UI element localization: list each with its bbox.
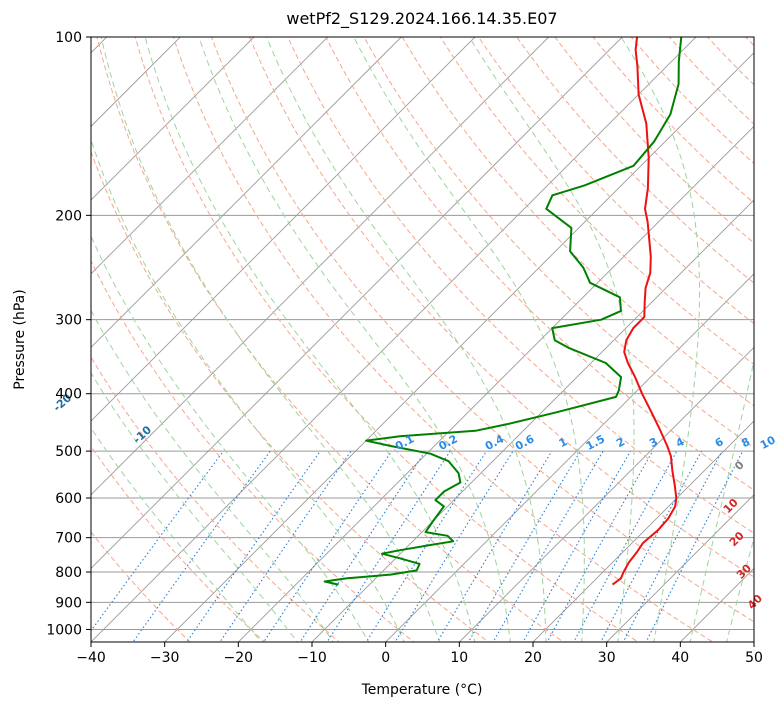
y-tick-label: 600	[55, 491, 82, 507]
x-tick-label: −10	[297, 650, 327, 666]
x-tick-label: 10	[450, 650, 468, 666]
x-tick-label: 40	[671, 650, 689, 666]
y-tick-label: 900	[55, 595, 82, 611]
x-tick-label: 20	[524, 650, 542, 666]
x-axis-label: Temperature (°C)	[361, 682, 483, 698]
x-tick-label: −30	[150, 650, 180, 666]
y-tick-label: 500	[55, 444, 82, 460]
y-tick-label: 700	[55, 531, 82, 547]
x-tick-label: 50	[745, 650, 763, 666]
y-tick-label: 1000	[46, 622, 82, 638]
y-axis-label: Pressure (hPa)	[12, 289, 28, 389]
y-tick-label: 800	[55, 565, 82, 581]
y-tick-label: 100	[55, 30, 82, 46]
y-tick-label: 300	[55, 313, 82, 329]
chart-title: wetPf2_S129.2024.166.14.35.E07	[286, 9, 557, 29]
x-tick-label: 0	[381, 650, 390, 666]
y-tick-label: 400	[55, 387, 82, 403]
x-tick-label: −40	[76, 650, 106, 666]
x-tick-label: 30	[598, 650, 616, 666]
x-tick-label: −20	[224, 650, 254, 666]
y-tick-label: 200	[55, 208, 82, 224]
